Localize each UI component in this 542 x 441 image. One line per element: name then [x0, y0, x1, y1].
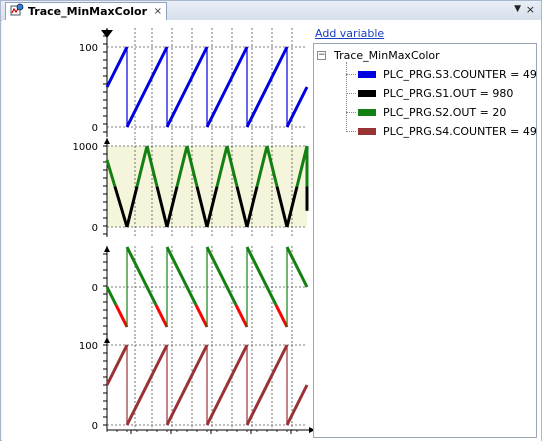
trace-line-s1-out — [155, 186, 169, 228]
tree-root[interactable]: − Trace_MinMaxColor — [317, 49, 440, 62]
collapse-icon[interactable]: − — [317, 50, 326, 60]
trace-line-s2-out — [285, 246, 309, 288]
trace-line-s1-out — [135, 145, 149, 187]
trace-line-s4-counter — [285, 384, 309, 426]
trace-line-s2-out — [245, 246, 278, 306]
trace-line-s3-counter — [205, 46, 249, 128]
color-swatch — [358, 108, 376, 116]
variable-pane: Add variable − Trace_MinMaxColor PLC_PRG… — [313, 20, 541, 441]
trace-icon — [10, 3, 24, 20]
y-tick-label: 1000 — [73, 142, 98, 153]
trace-line-s1-out — [125, 186, 139, 228]
variable-item[interactable]: PLC_PRG.S2.OUT = 20 — [346, 104, 506, 120]
y-axis-arrow — [104, 246, 110, 252]
y-tick-label: 0 — [92, 123, 98, 134]
trace-line-s1-out — [145, 145, 159, 187]
tab-trace-minmaxcolor[interactable]: Trace_MinMaxColor × — [5, 2, 167, 20]
trace-line-s3-counter — [285, 86, 309, 128]
time-tick-label: 3m41s — [232, 439, 270, 441]
trace-line-s2-out — [205, 246, 238, 306]
trace-line-s4-counter — [125, 344, 169, 426]
variable-item[interactable]: PLC_PRG.S1.OUT = 980 — [346, 85, 513, 101]
y-axis-arrow — [104, 138, 110, 144]
trace-line-s2-out — [114, 304, 129, 328]
add-variable-link[interactable]: Add variable — [315, 27, 385, 40]
trace-line-s1-out — [285, 186, 299, 228]
trace-line-s1-out — [295, 145, 309, 187]
trace-line-s4-counter — [105, 344, 129, 386]
trace-line-s1-out — [175, 145, 189, 187]
tree-connector — [346, 62, 347, 130]
trace-chart[interactable]: 100010000010003m38s3m39s3m40s3m41s3m42s — [2, 20, 313, 441]
y-tick-label: 0 — [92, 421, 98, 432]
trace-line-s4-counter — [165, 344, 209, 426]
color-swatch — [358, 89, 376, 97]
time-tick-label: 3m42s — [272, 439, 310, 441]
trace-line-s3-counter — [125, 46, 169, 128]
time-tick-label: 3m40s — [192, 439, 230, 441]
color-swatch — [358, 70, 376, 78]
trace-line-s1-out — [245, 186, 259, 228]
trace-line-s2-out — [234, 304, 249, 328]
trace-line-s3-counter — [105, 46, 129, 88]
time-tick-label: 3m39s — [152, 439, 190, 441]
tab-label: Trace_MinMaxColor — [28, 5, 148, 18]
value-range-band — [107, 146, 307, 227]
y-axis-arrow — [104, 337, 110, 343]
trace-line-s3-counter — [245, 46, 289, 128]
trace-line-s1-out — [165, 186, 179, 228]
trace-line-s1-out — [215, 145, 229, 187]
variable-label: PLC_PRG.S1.OUT = 980 — [383, 86, 514, 100]
y-tick-label: 0 — [92, 283, 98, 294]
trace-line-s1-out — [205, 186, 219, 228]
variable-tree[interactable]: − Trace_MinMaxColor PLC_PRG.S3.COUNTER =… — [313, 43, 537, 438]
trace-plot-area[interactable]: 100010000010003m38s3m39s3m40s3m41s3m42s — [2, 20, 313, 441]
trace-line-s1-out — [113, 186, 129, 228]
variable-item[interactable]: PLC_PRG.S3.COUNTER = 49 — [346, 66, 537, 82]
trace-line-s2-out — [105, 286, 118, 306]
color-swatch — [358, 127, 376, 135]
trace-line-s1-out — [265, 145, 279, 187]
tab-close-icon[interactable]: × — [153, 6, 162, 17]
trace-line-s2-out — [125, 246, 158, 306]
trace-line-s2-out — [165, 246, 198, 306]
tab-strip: Trace_MinMaxColor × ▼ × — [1, 1, 541, 21]
trace-line-s3-counter — [165, 46, 209, 128]
trace-line-s1-out — [255, 145, 269, 187]
trace-line-s2-out — [154, 304, 169, 328]
y-axis-min-marker — [101, 30, 113, 38]
trace-line-s1-out — [275, 186, 289, 228]
variable-item[interactable]: PLC_PRG.S4.COUNTER = 49 — [346, 123, 537, 139]
variable-label: PLC_PRG.S2.OUT = 20 — [383, 105, 507, 119]
y-tick-label: 100 — [79, 43, 98, 54]
time-axis-arrow — [309, 427, 313, 433]
trace-line-s2-out — [194, 304, 209, 328]
trace-line-s1-out — [225, 145, 239, 187]
variable-label: PLC_PRG.S4.COUNTER = 49 — [383, 124, 537, 138]
tree-root-label: Trace_MinMaxColor — [334, 49, 440, 62]
y-tick-label: 100 — [79, 341, 98, 352]
trace-line-s2-out — [274, 304, 289, 328]
trace-line-s1-out — [195, 186, 209, 228]
trace-line-s1-out — [185, 145, 199, 187]
variable-label: PLC_PRG.S3.COUNTER = 49 — [383, 67, 537, 81]
time-tick-label: 3m38s — [112, 439, 150, 441]
y-tick-label: 0 — [92, 223, 98, 234]
trace-line-s4-counter — [205, 344, 249, 426]
trace-line-s4-counter — [245, 344, 289, 426]
close-icon[interactable]: × — [525, 3, 535, 16]
trace-line-s1-out — [105, 159, 117, 187]
chevron-down-icon[interactable]: ▼ — [514, 4, 521, 14]
trace-line-s1-out — [235, 186, 249, 228]
